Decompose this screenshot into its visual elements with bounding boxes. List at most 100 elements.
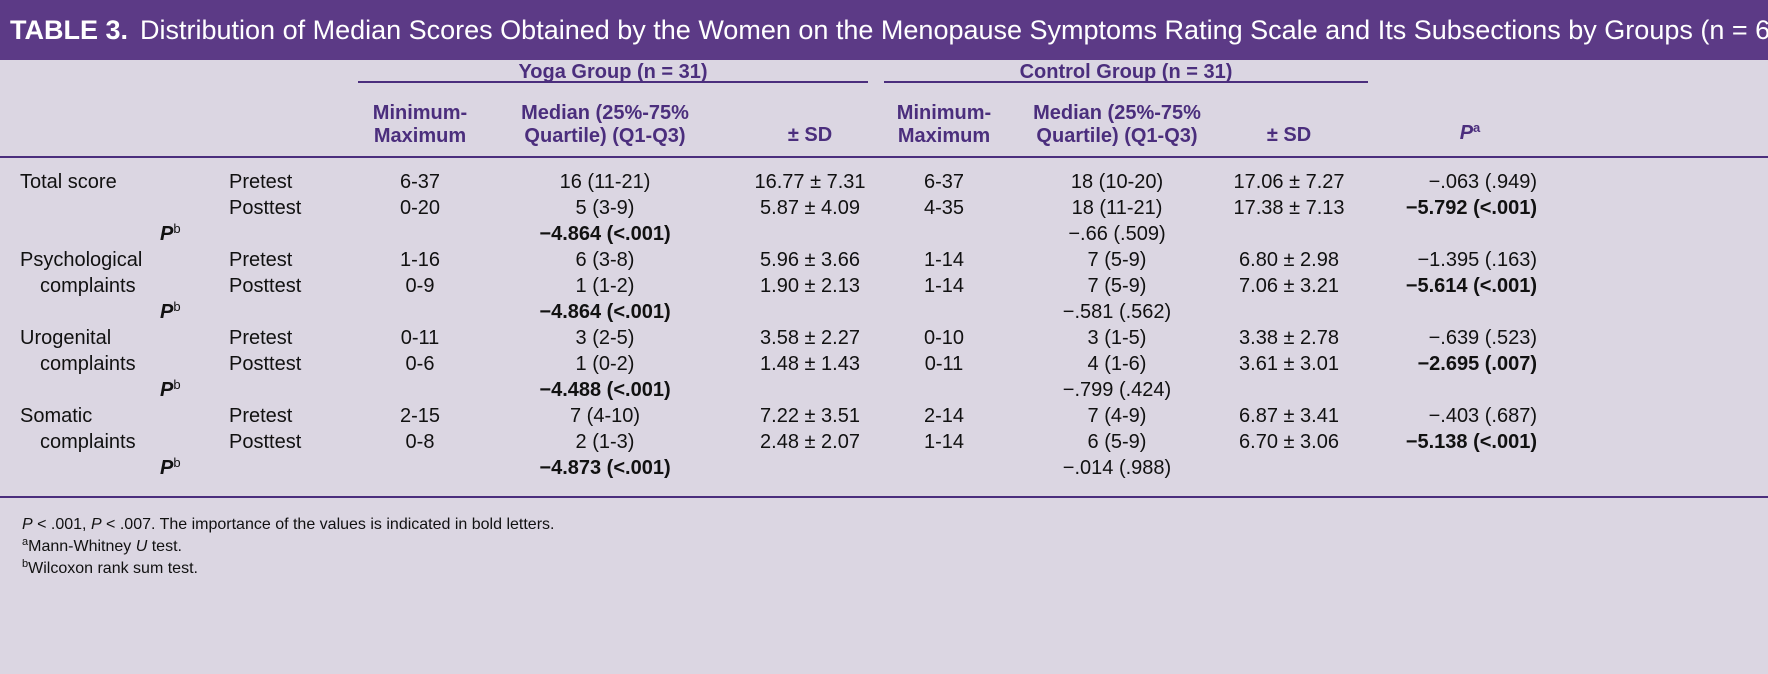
cell-p-value: −1.395 (.163) (1417, 249, 1537, 271)
cell-yoga-sd: 2.48 ± 2.07 (760, 431, 860, 453)
cell-control-sd: 3.38 ± 2.78 (1239, 327, 1339, 349)
phase-label: Pretest (229, 327, 293, 349)
cell-p-value: −5.792 (<.001) (1405, 197, 1537, 219)
cell-p-value: −.063 (.949) (1428, 171, 1537, 193)
cell-control-sd: 6.70 ± 3.06 (1239, 431, 1339, 453)
col-yoga-median: Median (25%-75% Quartile) (Q1-Q3) (521, 102, 689, 147)
cell-control-pb: −.66 (.509) (1068, 223, 1166, 245)
cell-yoga-pb: −4.864 (<.001) (539, 301, 671, 323)
cell-yoga-median: 7 (4-10) (569, 405, 641, 427)
footnote-b: bWilcoxon rank sum test. (22, 558, 198, 578)
cell-control-min-max: 2-14 (923, 405, 965, 427)
phase-label: Pretest (229, 249, 293, 271)
phase-label: Posttest (229, 197, 302, 219)
col-control-median: Median (25%-75% Quartile) (Q1-Q3) (1033, 102, 1201, 147)
cell-yoga-sd: 3.58 ± 2.27 (760, 327, 860, 349)
cell-yoga-min-max: 0-20 (399, 197, 441, 219)
cell-control-median: 7 (4-9) (1087, 405, 1147, 427)
col-control-min-max: Minimum- Maximum (896, 102, 992, 147)
col-control-sd: ± SD (1266, 124, 1312, 146)
footnote-a: aMann-Whitney U test. (22, 536, 182, 556)
pb-label: Pb (160, 299, 181, 323)
cell-yoga-sd: 1.48 ± 1.43 (760, 353, 860, 375)
cell-yoga-median: 2 (1-3) (575, 431, 635, 453)
cell-yoga-median: 16 (11-21) (559, 171, 651, 193)
cell-yoga-median: 3 (2-5) (575, 327, 635, 349)
body-bottom-rule (0, 496, 1768, 498)
yoga-group-rule (358, 81, 868, 83)
cell-control-pb: −.014 (.988) (1062, 457, 1172, 479)
cell-yoga-sd: 5.96 ± 3.66 (760, 249, 860, 271)
cell-yoga-median: 5 (3-9) (575, 197, 635, 219)
yoga-group-header: Yoga Group (n = 31) (518, 61, 708, 83)
cell-control-median: 4 (1-6) (1087, 353, 1147, 375)
col-yoga-min-max: Minimum- Maximum (372, 102, 468, 147)
section-label: Psychological (20, 249, 143, 271)
cell-control-sd: 6.87 ± 3.41 (1239, 405, 1339, 427)
cell-control-pb: −.581 (.562) (1062, 301, 1172, 323)
table-number: TABLE 3. (10, 15, 129, 45)
pb-label: Pb (160, 377, 181, 401)
cell-p-value: −.639 (.523) (1428, 327, 1537, 349)
cell-yoga-median: 1 (0-2) (575, 353, 635, 375)
cell-yoga-min-max: 0-11 (400, 327, 440, 349)
pb-label: Pb (160, 455, 181, 479)
cell-control-sd: 3.61 ± 3.01 (1239, 353, 1339, 375)
control-group-header: Control Group (n = 31) (1019, 61, 1233, 83)
cell-control-min-max: 6-37 (923, 171, 965, 193)
table-title-bar: TABLE 3. Distribution of Median Scores Ob… (0, 0, 1768, 60)
cell-control-min-max: 4-35 (923, 197, 965, 219)
cell-control-min-max: 1-14 (923, 431, 965, 453)
cell-control-sd: 17.06 ± 7.27 (1233, 171, 1345, 193)
col-p-value: Pa (1459, 120, 1481, 144)
cell-control-min-max: 0-10 (923, 327, 965, 349)
cell-yoga-min-max: 6-37 (399, 171, 441, 193)
section-label: Somatic (20, 405, 93, 427)
phase-label: Pretest (229, 171, 293, 193)
cell-yoga-sd: 1.90 ± 2.13 (760, 275, 860, 297)
cell-control-sd: 7.06 ± 3.21 (1239, 275, 1339, 297)
section-label: Urogenital (20, 327, 112, 349)
cell-control-sd: 17.38 ± 7.13 (1233, 197, 1345, 219)
phase-label: Posttest (229, 431, 302, 453)
cell-control-median: 7 (5-9) (1087, 275, 1147, 297)
section-label: Total score (20, 171, 117, 193)
header-rule (0, 156, 1768, 158)
pb-label: Pb (160, 221, 181, 245)
cell-p-value: −5.138 (<.001) (1405, 431, 1537, 453)
cell-yoga-min-max: 1-16 (399, 249, 441, 271)
cell-p-value: −5.614 (<.001) (1405, 275, 1537, 297)
cell-p-value: −2.695 (.007) (1417, 353, 1537, 375)
phase-label: Pretest (229, 405, 293, 427)
cell-control-sd: 6.80 ± 2.98 (1239, 249, 1339, 271)
cell-control-pb: −.799 (.424) (1062, 379, 1172, 401)
control-group-rule (884, 81, 1368, 83)
cell-yoga-median: 6 (3-8) (575, 249, 635, 271)
cell-control-median: 6 (5-9) (1087, 431, 1147, 453)
cell-control-median: 18 (10-20) (1070, 171, 1164, 193)
cell-control-median: 7 (5-9) (1087, 249, 1147, 271)
cell-yoga-sd: 7.22 ± 3.51 (760, 405, 860, 427)
footnote-significance: P < .001, P < .007. The importance of th… (22, 516, 555, 533)
cell-control-median: 18 (11-21) (1071, 197, 1163, 219)
cell-yoga-sd: 5.87 ± 4.09 (760, 197, 860, 219)
phase-label: Posttest (229, 275, 302, 297)
cell-yoga-pb: −4.873 (<.001) (539, 457, 671, 479)
section-label-line2: complaints (40, 431, 136, 453)
cell-control-median: 3 (1-5) (1087, 327, 1147, 349)
cell-yoga-min-max: 0-8 (405, 431, 435, 453)
col-yoga-sd: ± SD (787, 124, 833, 146)
cell-yoga-pb: −4.864 (<.001) (539, 223, 671, 245)
cell-yoga-min-max: 0-9 (405, 275, 435, 297)
phase-label: Posttest (229, 353, 302, 375)
cell-p-value: −.403 (.687) (1428, 405, 1537, 427)
cell-control-min-max: 1-14 (923, 249, 965, 271)
section-label-line2: complaints (40, 353, 136, 375)
cell-yoga-pb: −4.488 (<.001) (539, 379, 671, 401)
cell-control-min-max: 1-14 (923, 275, 965, 297)
cell-yoga-min-max: 0-6 (405, 353, 435, 375)
cell-yoga-median: 1 (1-2) (575, 275, 635, 297)
cell-yoga-sd: 16.77 ± 7.31 (754, 171, 866, 193)
cell-control-min-max: 0-11 (924, 353, 964, 375)
